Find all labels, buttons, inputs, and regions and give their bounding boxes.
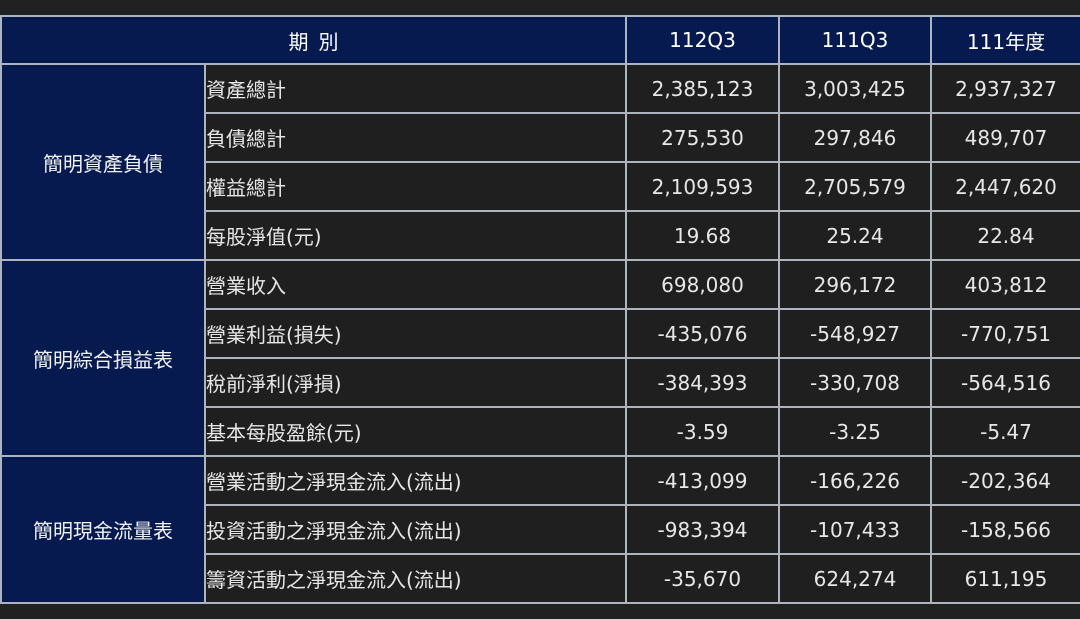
financial-summary-table: 期別 112Q3 111Q3 111年度 簡明資產負債 資產總計 2,385,1… (0, 15, 1080, 604)
row-label-total-liabilities: 負債總計 (204, 112, 627, 163)
value-cell: -770,751 (930, 308, 1080, 359)
value-cell: 3,003,425 (778, 63, 932, 114)
period-header-cell: 期別 (0, 15, 627, 65)
row-label-total-assets: 資產總計 (204, 63, 627, 114)
value-cell: -3.59 (625, 406, 780, 457)
value-cell: -435,076 (625, 308, 780, 359)
column-header-111-year: 111年度 (930, 15, 1080, 65)
row-label-financing-cash-flow: 籌資活動之淨現金流入(流出) (204, 553, 627, 604)
value-cell: 22.84 (930, 210, 1080, 261)
table-row: 權益總計 2,109,593 2,705,579 2,447,620 (1, 161, 1080, 212)
value-cell: 2,109,593 (625, 161, 780, 212)
value-cell: 2,937,327 (930, 63, 1080, 114)
value-cell: 489,707 (930, 112, 1080, 163)
row-label-net-value-per-share: 每股淨值(元) (204, 210, 627, 261)
table-row: 營業利益(損失) -435,076 -548,927 -770,751 (1, 308, 1080, 359)
value-cell: -166,226 (778, 455, 932, 506)
value-cell: -384,393 (625, 357, 780, 408)
table-row: 投資活動之淨現金流入(流出) -983,394 -107,433 -158,56… (1, 504, 1080, 555)
table-row: 負債總計 275,530 297,846 489,707 (1, 112, 1080, 163)
value-cell: -5.47 (930, 406, 1080, 457)
value-cell: -35,670 (625, 553, 780, 604)
row-label-total-equity: 權益總計 (204, 161, 627, 212)
value-cell: -107,433 (778, 504, 932, 555)
value-cell: 2,385,123 (625, 63, 780, 114)
value-cell: -202,364 (930, 455, 1080, 506)
value-cell: 624,274 (778, 553, 932, 604)
value-cell: 698,080 (625, 259, 780, 310)
value-cell: 19.68 (625, 210, 780, 261)
section-label-balance-sheet: 簡明資產負債 (0, 63, 206, 261)
row-label-investing-cash-flow: 投資活動之淨現金流入(流出) (204, 504, 627, 555)
row-label-operating-profit: 營業利益(損失) (204, 308, 627, 359)
value-cell: -158,566 (930, 504, 1080, 555)
value-cell: -330,708 (778, 357, 932, 408)
value-cell: 2,705,579 (778, 161, 932, 212)
column-header-111q3: 111Q3 (778, 15, 932, 65)
row-label-operating-revenue: 營業收入 (204, 259, 627, 310)
value-cell: 2,447,620 (930, 161, 1080, 212)
table-row: 簡明現金流量表 營業活動之淨現金流入(流出) -413,099 -166,226… (0, 455, 1080, 604)
section-label-cash-flow: 簡明現金流量表 (0, 455, 206, 604)
value-cell: 403,812 (930, 259, 1080, 310)
value-cell: 611,195 (930, 553, 1080, 604)
row-label-pretax-income: 稅前淨利(淨損) (204, 357, 627, 408)
value-cell: 275,530 (625, 112, 780, 163)
value-cell: 25.24 (778, 210, 932, 261)
row-label-basic-eps: 基本每股盈餘(元) (204, 406, 627, 457)
value-cell: -564,516 (930, 357, 1080, 408)
table-row: 籌資活動之淨現金流入(流出) -35,670 624,274 611,195 (1, 553, 1080, 604)
table-row: 簡明綜合損益表 營業收入 698,080 296,172 403,812 (0, 259, 1080, 457)
table-row: 基本每股盈餘(元) -3.59 -3.25 -5.47 (1, 406, 1080, 457)
table-header-row: 期別 112Q3 111Q3 111年度 (0, 15, 1080, 65)
value-cell: -3.25 (778, 406, 932, 457)
value-cell: 297,846 (778, 112, 932, 163)
table-row: 簡明資產負債 資產總計 2,385,123 3,003,425 2,937,32… (0, 63, 1080, 261)
column-header-112q3: 112Q3 (625, 15, 780, 65)
section-label-income-statement: 簡明綜合損益表 (0, 259, 206, 457)
value-cell: -548,927 (778, 308, 932, 359)
value-cell: -413,099 (625, 455, 780, 506)
table-row: 每股淨值(元) 19.68 25.24 22.84 (1, 210, 1080, 261)
value-cell: -983,394 (625, 504, 780, 555)
value-cell: 296,172 (778, 259, 932, 310)
table-row: 稅前淨利(淨損) -384,393 -330,708 -564,516 (1, 357, 1080, 408)
row-label-operating-cash-flow: 營業活動之淨現金流入(流出) (204, 455, 627, 506)
